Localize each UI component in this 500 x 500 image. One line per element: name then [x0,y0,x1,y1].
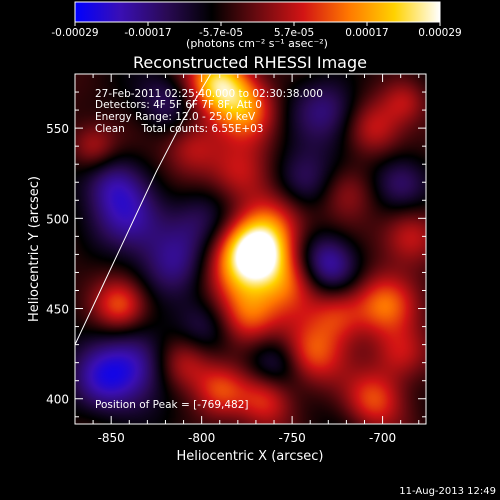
colorbar [74,1,441,23]
info-detectors: Detectors: 4F 5F 6F 7F 8F, Att 0 [95,99,262,111]
x-tick-label: -800 [188,431,215,445]
y-tick-label: 550 [46,122,69,136]
colorbar-tick-label: -5.7e-05 [199,27,243,39]
plot-frame [74,73,427,425]
colorbar-tick-label: 5.7e-05 [274,27,314,39]
footer-timestamp: 11-Aug-2013 12:49 [399,486,496,497]
x-tick-label: -850 [98,431,125,445]
peak-position-label: Position of Peak = [-769,482] [95,399,249,411]
solar-limb-line [75,74,212,345]
heatmap-image-container [75,74,426,424]
y-tick-label: 500 [46,212,69,226]
axis-ticks: -850 -800 -750 -700 400 450 500 550 [46,73,426,445]
colorbar-tick-label: 0.00029 [418,27,461,39]
colorbar-tick-label: 0.00017 [345,27,388,39]
info-energy-range: Energy Range: 12.0 - 25.0 keV [95,111,256,123]
x-tick-label: -700 [369,431,396,445]
y-axis-label: Heliocentric Y (arcsec) [27,176,42,322]
y-tick-label: 400 [46,393,69,407]
info-block: 27-Feb-2011 02:25:40.000 to 02:30:38.000… [95,88,323,135]
info-time-range: 27-Feb-2011 02:25:40.000 to 02:30:38.000 [95,88,323,100]
colorbar-ticks: -0.00029 -0.00017 -5.7e-05 5.7e-05 0.00017 0.… [51,22,462,39]
heatmap-image [75,74,426,424]
x-tick-label: -750 [278,431,305,445]
colorbar-tick-label: -0.00029 [51,27,98,39]
x-axis-label: Heliocentric X (arcsec) [177,449,324,464]
chart-title: Reconstructed RHESSI Image [133,53,367,72]
colorbar-tick-label: -0.00017 [124,27,171,39]
info-clean-counts: Clean Total counts: 6.55E+03 [95,123,264,135]
colorbar-units: (photons cm⁻² s⁻¹ asec⁻²) [186,37,328,50]
y-tick-label: 450 [46,303,69,317]
